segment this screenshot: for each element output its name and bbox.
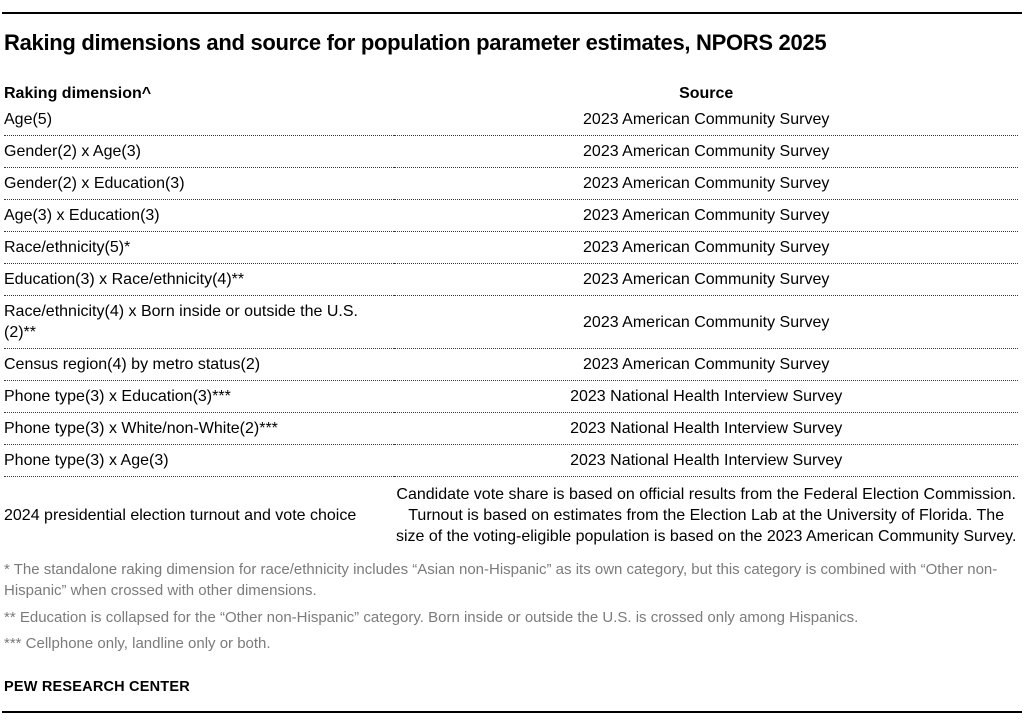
source-cell: Candidate vote share is based on officia… bbox=[395, 486, 1017, 546]
table-row: Race/ethnicity(5)* 2023 American Communi… bbox=[4, 231, 1018, 265]
source-cell: 2023 National Health Interview Survey bbox=[394, 412, 1018, 446]
source-cell: 2023 National Health Interview Survey bbox=[394, 380, 1018, 414]
dimension-cell: 2024 presidential election turnout and v… bbox=[4, 507, 357, 525]
dimension-cell: Race/ethnicity(4) x Born inside or outsi… bbox=[4, 295, 395, 350]
table-row: 2024 presidential election turnout and v… bbox=[4, 477, 1018, 555]
column-header-raking-dimension: Raking dimension^ bbox=[4, 85, 152, 103]
table-row: Census region(4) by metro status(2) 2023… bbox=[4, 348, 1018, 382]
table-row: Phone type(3) x Education(3)*** 2023 Nat… bbox=[4, 380, 1018, 414]
table-row: Phone type(3) x Age(3) 2023 National Hea… bbox=[4, 444, 1018, 478]
source-cell: 2023 American Community Survey bbox=[394, 104, 1018, 137]
figure-title: Raking dimensions and source for populat… bbox=[4, 30, 827, 55]
raking-table: Raking dimension^ Source Age(5) 2023 Ame… bbox=[4, 83, 1018, 554]
column-header-source: Source bbox=[679, 85, 734, 103]
footnote-asterisk-3: *** Cellphone only, landline only or bot… bbox=[4, 635, 271, 653]
source-cell: 2023 National Health Interview Survey bbox=[394, 444, 1018, 478]
dimension-cell: Phone type(3) x White/non-White(2)*** bbox=[4, 412, 395, 446]
footnote-asterisk-1: * The standalone raking dimension for ra… bbox=[4, 561, 998, 599]
source-cell: 2023 American Community Survey bbox=[394, 295, 1018, 350]
table-row: Education(3) x Race/ethnicity(4)** 2023 … bbox=[4, 263, 1018, 297]
dimension-cell: Age(5) bbox=[4, 104, 395, 137]
footnote-asterisk-2: ** Education is collapsed for the “Other… bbox=[4, 608, 859, 626]
table-header-row: Raking dimension^ Source bbox=[4, 83, 1018, 104]
source-cell: 2023 American Community Survey bbox=[394, 167, 1018, 201]
dimension-cell: Gender(2) x Age(3) bbox=[4, 135, 395, 169]
source-cell: 2023 American Community Survey bbox=[394, 263, 1018, 297]
table-row: Age(5) 2023 American Community Survey bbox=[4, 104, 1018, 137]
bottom-rule bbox=[2, 711, 1022, 713]
footnotes-block: * The standalone raking dimension for ra… bbox=[4, 560, 1018, 655]
dimension-cell: Census region(4) by metro status(2) bbox=[4, 348, 395, 382]
table-row: Age(3) x Education(3) 2023 American Comm… bbox=[4, 199, 1018, 233]
dimension-cell: Education(3) x Race/ethnicity(4)** bbox=[4, 263, 395, 297]
table-row: Gender(2) x Age(3) 2023 American Communi… bbox=[4, 135, 1018, 169]
dimension-cell: Gender(2) x Education(3) bbox=[4, 167, 395, 201]
source-cell: 2023 American Community Survey bbox=[394, 348, 1018, 382]
dimension-cell: Race/ethnicity(5)* bbox=[4, 231, 395, 265]
table-row: Race/ethnicity(4) x Born inside or outsi… bbox=[4, 295, 1018, 350]
table-row: Phone type(3) x White/non-White(2)*** 20… bbox=[4, 412, 1018, 446]
source-cell: 2023 American Community Survey bbox=[394, 199, 1018, 233]
dimension-cell: Phone type(3) x Age(3) bbox=[4, 444, 395, 478]
top-rule bbox=[2, 12, 1022, 14]
dimension-cell: Age(3) x Education(3) bbox=[4, 199, 395, 233]
source-cell: 2023 American Community Survey bbox=[394, 231, 1018, 265]
figure-content: Raking dimensions and source for populat… bbox=[4, 30, 1018, 695]
table-row: Gender(2) x Education(3) 2023 American C… bbox=[4, 167, 1018, 201]
dimension-cell: Phone type(3) x Education(3)*** bbox=[4, 380, 395, 414]
source-credit: PEW RESEARCH CENTER bbox=[4, 679, 190, 696]
source-cell: 2023 American Community Survey bbox=[394, 135, 1018, 169]
